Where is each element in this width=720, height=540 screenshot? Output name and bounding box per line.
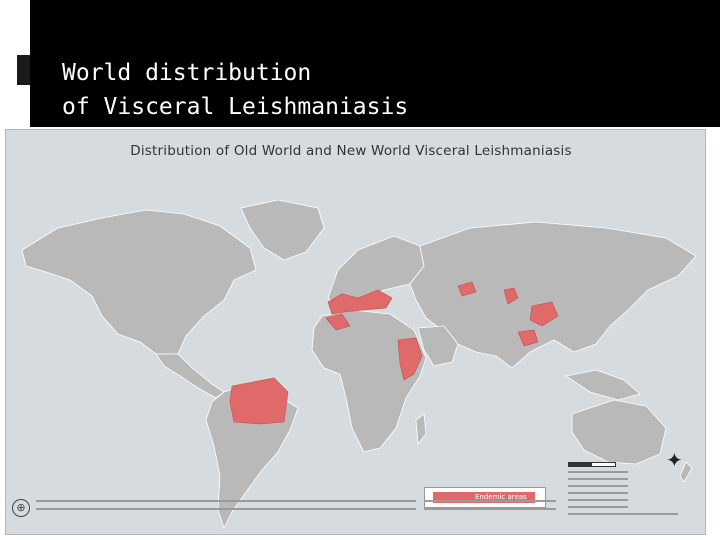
endemic-india [517, 329, 539, 347]
legend-label: Endemic areas [475, 493, 527, 501]
north-america [21, 209, 257, 355]
slide-title: World distribution of Visceral Leishmani… [62, 60, 409, 120]
disclaimer-text-line [424, 500, 556, 502]
legend-swatch-endemic [433, 492, 535, 503]
world-map [21, 199, 697, 530]
title-panel [30, 0, 720, 127]
madagascar [415, 413, 427, 446]
map-legend: Endemic areas [424, 487, 546, 508]
new-zealand [679, 461, 693, 483]
asia [409, 221, 697, 369]
endemic-areas [229, 281, 559, 425]
disclaimer-text-line [36, 500, 416, 502]
title-accent-bar [17, 55, 30, 85]
endemic-central-asia [503, 287, 519, 305]
australia [571, 399, 667, 465]
endemic-middle-east [457, 281, 477, 297]
africa [311, 309, 427, 453]
credits-text-line [568, 478, 628, 480]
credits-text-line [568, 471, 628, 473]
scale-bar [568, 462, 616, 467]
endemic-china [529, 301, 559, 327]
endemic-north-africa [325, 313, 351, 331]
compass-rose-icon: ✦ [666, 448, 683, 472]
map-title: Distribution of Old World and New World … [130, 143, 572, 159]
endemic-brazil [229, 377, 289, 425]
credits-text-line [568, 513, 678, 515]
endemic-mediterranean [327, 289, 393, 315]
credits-text-line [568, 499, 628, 501]
credits-text-line [568, 506, 628, 508]
arabia [417, 325, 459, 367]
world-map-figure: Distribution of Old World and New World … [5, 129, 706, 535]
credits-text-line [568, 492, 628, 494]
land-masses [21, 199, 697, 530]
southeast-asia-islands [564, 369, 641, 401]
greenland [240, 199, 325, 261]
disclaimer-text-line [36, 508, 416, 510]
disclaimer-text-line [424, 508, 556, 510]
central-america [155, 353, 225, 399]
who-logo-icon: ⊕ [12, 499, 30, 517]
endemic-east-africa [397, 337, 423, 381]
credits-text-line [568, 485, 628, 487]
